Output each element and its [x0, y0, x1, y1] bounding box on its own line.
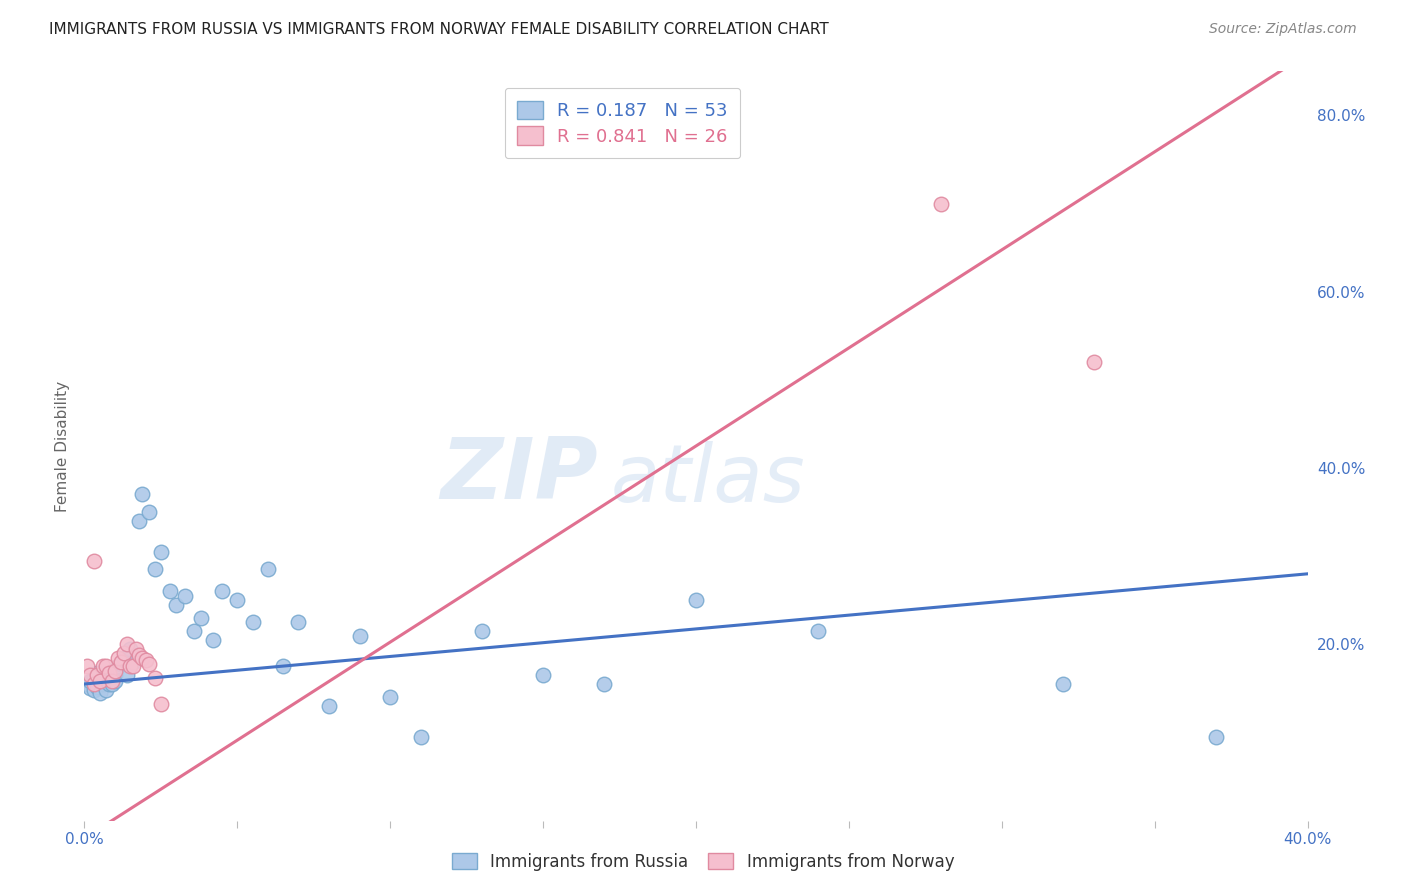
- Point: [149, 698, 172, 712]
- Point: [125, 641, 148, 656]
- Point: [91, 673, 114, 687]
- Point: [138, 657, 160, 671]
- Point: [120, 659, 142, 673]
- Point: [271, 659, 294, 673]
- Point: [83, 683, 105, 698]
- Point: [149, 545, 172, 559]
- Point: [131, 487, 153, 501]
- Point: [76, 677, 98, 691]
- Point: [593, 677, 616, 691]
- Point: [101, 674, 124, 689]
- Point: [83, 671, 105, 685]
- Point: [104, 674, 127, 689]
- Point: [929, 196, 952, 211]
- Text: IMMIGRANTS FROM RUSSIA VS IMMIGRANTS FROM NORWAY FEMALE DISABILITY CORRELATION C: IMMIGRANTS FROM RUSSIA VS IMMIGRANTS FRO…: [49, 22, 830, 37]
- Point: [122, 659, 145, 673]
- Point: [1205, 730, 1227, 744]
- Point: [122, 655, 145, 669]
- Point: [131, 650, 153, 665]
- Point: [79, 681, 101, 696]
- Point: [165, 598, 187, 612]
- Point: [318, 699, 340, 714]
- Point: [97, 665, 120, 680]
- Point: [201, 632, 224, 647]
- Point: [115, 668, 138, 682]
- Point: [471, 624, 494, 639]
- Point: [112, 650, 135, 665]
- Point: [89, 674, 111, 689]
- Legend: Immigrants from Russia, Immigrants from Norway: Immigrants from Russia, Immigrants from …: [443, 845, 963, 880]
- Point: [143, 671, 166, 685]
- Point: [138, 505, 160, 519]
- Point: [128, 514, 150, 528]
- Point: [94, 683, 117, 698]
- Point: [159, 584, 181, 599]
- Point: [79, 674, 101, 689]
- Point: [91, 677, 114, 691]
- Point: [183, 624, 205, 639]
- Point: [1052, 677, 1074, 691]
- Point: [409, 730, 432, 744]
- Point: [104, 664, 127, 678]
- Point: [1083, 355, 1105, 369]
- Point: [104, 668, 127, 682]
- Point: [83, 677, 105, 691]
- Point: [287, 615, 309, 630]
- Point: [83, 553, 105, 567]
- Point: [91, 659, 114, 673]
- Point: [76, 659, 98, 673]
- Point: [226, 593, 249, 607]
- Point: [211, 584, 233, 599]
- Point: [110, 657, 132, 671]
- Point: [242, 615, 264, 630]
- Text: atlas: atlas: [610, 441, 806, 519]
- Point: [190, 611, 212, 625]
- Point: [101, 677, 124, 691]
- Point: [531, 668, 554, 682]
- Point: [685, 593, 707, 607]
- Point: [86, 680, 108, 694]
- Point: [110, 655, 132, 669]
- Point: [115, 637, 138, 651]
- Point: [101, 664, 124, 678]
- Legend: R = 0.187   N = 53, R = 0.841   N = 26: R = 0.187 N = 53, R = 0.841 N = 26: [505, 88, 741, 158]
- Point: [349, 628, 371, 642]
- Point: [257, 562, 280, 576]
- Point: [97, 677, 120, 691]
- Point: [107, 659, 129, 673]
- Point: [107, 650, 129, 665]
- Point: [94, 659, 117, 673]
- Point: [94, 668, 117, 682]
- Point: [86, 668, 108, 682]
- Point: [86, 665, 108, 680]
- Point: [174, 589, 197, 603]
- Point: [79, 668, 101, 682]
- Point: [128, 648, 150, 662]
- Text: ZIP: ZIP: [440, 434, 598, 517]
- Point: [380, 690, 402, 705]
- Point: [89, 674, 111, 689]
- Point: [807, 624, 830, 639]
- Point: [89, 686, 111, 700]
- Point: [97, 671, 120, 685]
- Text: Source: ZipAtlas.com: Source: ZipAtlas.com: [1209, 22, 1357, 37]
- Point: [120, 641, 142, 656]
- Y-axis label: Female Disability: Female Disability: [55, 380, 70, 512]
- Point: [135, 653, 157, 667]
- Point: [143, 562, 166, 576]
- Point: [112, 646, 135, 660]
